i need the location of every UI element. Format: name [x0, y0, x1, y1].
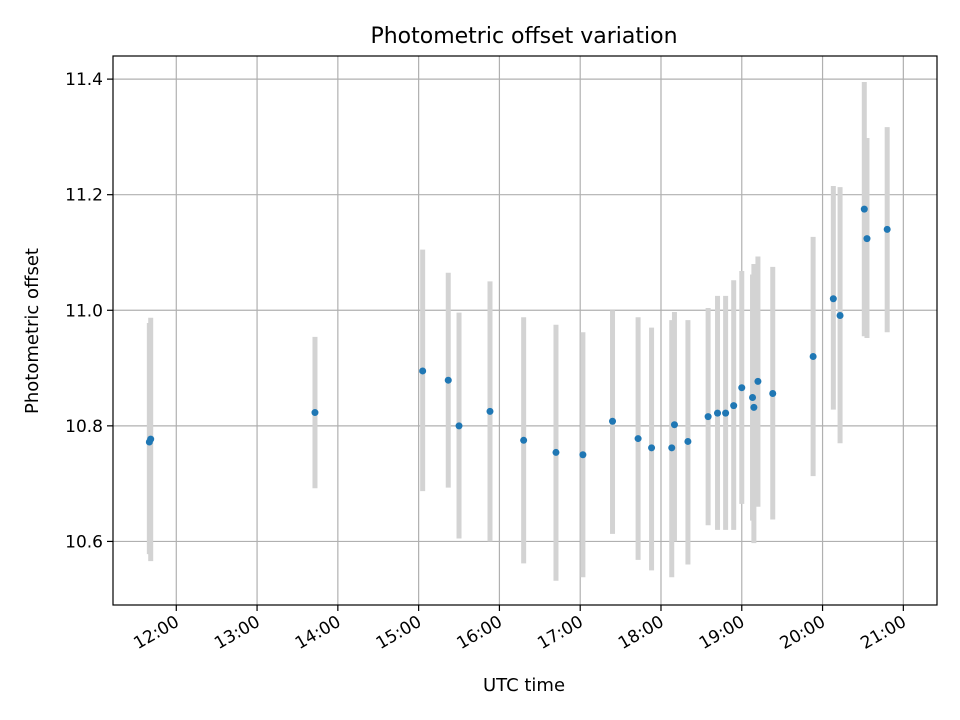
y-tick-label: 11.0 — [65, 301, 103, 321]
x-tick-label: 21:00 — [857, 612, 909, 654]
x-tick-label: 16:00 — [453, 612, 505, 654]
y-axis-label: Photometric offset — [22, 248, 43, 414]
data-points — [145, 205, 891, 459]
x-tick-label: 13:00 — [211, 612, 263, 654]
data-point — [730, 402, 738, 410]
plot-frame — [112, 55, 938, 606]
data-point — [836, 311, 844, 319]
data-point — [311, 409, 319, 417]
data-point — [668, 444, 676, 452]
y-tick-label: 11.4 — [65, 70, 103, 90]
data-point — [714, 409, 722, 417]
data-point — [609, 417, 617, 425]
x-tick-label: 14:00 — [292, 612, 344, 654]
data-point — [579, 451, 587, 459]
data-point — [863, 235, 871, 243]
data-point — [634, 435, 642, 443]
x-tick-label: 12:00 — [130, 612, 182, 654]
data-point — [147, 435, 155, 443]
x-tick-label: 15:00 — [373, 612, 425, 654]
data-point — [750, 403, 758, 411]
data-point — [809, 353, 817, 361]
data-point — [648, 444, 656, 452]
data-point — [738, 384, 746, 392]
data-point — [749, 394, 757, 402]
data-point — [552, 448, 560, 456]
grid — [113, 56, 937, 605]
data-point — [883, 225, 891, 233]
x-tick-label: 19:00 — [696, 612, 748, 654]
data-point — [829, 295, 837, 303]
error-bars — [146, 82, 890, 581]
y-axis-ticks: 10.6 10.8 11.0 11.2 11.4 — [65, 70, 113, 552]
x-axis-label: UTC time — [483, 675, 565, 696]
data-point — [419, 367, 427, 375]
data-point — [520, 436, 528, 444]
y-tick-label: 10.6 — [65, 532, 103, 552]
data-point — [860, 205, 868, 213]
data-point — [769, 389, 777, 397]
y-tick-label: 11.2 — [65, 186, 103, 206]
data-point — [684, 437, 692, 445]
y-tick-label: 10.8 — [65, 417, 103, 437]
data-point — [670, 421, 678, 429]
chart-title: Photometric offset variation — [370, 24, 677, 49]
data-point — [486, 407, 494, 415]
x-axis-ticks: 12:00 13:00 14:00 15:00 16:00 17:00 18:00 19:00… — [130, 605, 910, 654]
data-point — [704, 413, 712, 421]
x-tick-label: 17:00 — [534, 612, 586, 654]
x-tick-label: 20:00 — [777, 612, 829, 654]
data-point — [754, 377, 762, 385]
data-point — [455, 422, 463, 430]
data-point — [444, 376, 452, 384]
x-tick-label: 18:00 — [615, 612, 667, 654]
data-point — [722, 409, 730, 417]
